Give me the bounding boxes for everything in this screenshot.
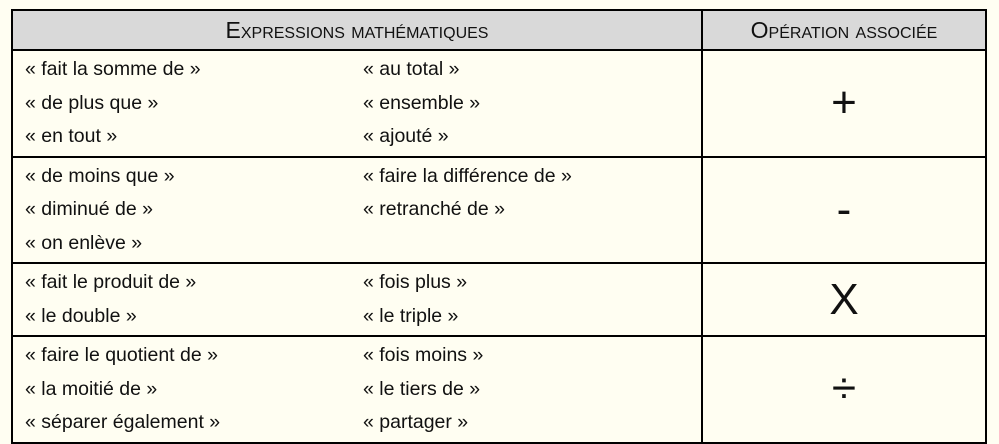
- expressions-column-right: « fois moins » « le tiers de » « partager …: [363, 339, 701, 440]
- expression: « le triple »: [363, 304, 459, 327]
- expressions-list: « de moins que » « diminué de » « on enlèv…: [13, 158, 701, 263]
- expression: « retranché de »: [363, 198, 506, 220]
- expression: « au total »: [363, 58, 460, 80]
- header-row: Expressions mathématiques Opération asso…: [11, 9, 987, 51]
- operations-table: Expressions mathématiques Opération asso…: [11, 9, 987, 444]
- expressions-cell: « fait la somme de » « de plus que » « en …: [11, 49, 703, 158]
- expression: « séparer également »: [25, 411, 221, 433]
- expression: « diminué de »: [25, 198, 153, 220]
- expressions-list: « fait le produit de » « le double » « foi…: [13, 264, 701, 335]
- operation-symbol: X: [701, 262, 987, 337]
- expression: « fois plus »: [363, 271, 468, 293]
- expression: « le tiers de »: [363, 377, 481, 400]
- operation-symbol: ÷: [701, 335, 987, 444]
- expression: « de plus que »: [25, 91, 159, 114]
- header-operation: Opération associée: [701, 9, 987, 51]
- table-row: « fait le produit de » « le double » « foi…: [11, 262, 987, 337]
- expressions-cell: « faire le quotient de » « la moitié de »…: [11, 335, 703, 444]
- expressions-list: « faire le quotient de » « la moitié de »…: [13, 337, 701, 442]
- expressions-column-right: « fois plus » « le triple »: [363, 266, 701, 333]
- expressions-cell: « de moins que » « diminué de » « on enlèv…: [11, 155, 703, 264]
- expression: « fait le produit de »: [25, 271, 197, 293]
- expressions-column-left: « fait le produit de » « le double »: [25, 266, 363, 333]
- table-row: « faire le quotient de » « la moitié de »…: [11, 335, 987, 444]
- expression: « en tout »: [25, 125, 118, 147]
- operation-symbol: +: [701, 49, 987, 158]
- expression: « faire la différence de »: [363, 164, 572, 187]
- expressions-list: « fait la somme de » « de plus que » « en …: [13, 51, 701, 156]
- expression: « on enlève »: [25, 231, 143, 254]
- table-row: « de moins que » « diminué de » « on enlèv…: [11, 155, 987, 264]
- expressions-column-left: « fait la somme de » « de plus que » « en …: [25, 53, 363, 154]
- expression: « ensemble »: [363, 91, 481, 114]
- expression: « partager »: [363, 411, 469, 433]
- table-row: « fait la somme de » « de plus que » « en …: [11, 49, 987, 158]
- expressions-column-left: « faire le quotient de » « la moitié de »…: [25, 339, 363, 440]
- expressions-column-left: « de moins que » « diminué de » « on enlèv…: [25, 160, 363, 261]
- expression: « de moins que »: [25, 164, 175, 187]
- expression: « fait la somme de »: [25, 58, 201, 80]
- expressions-column-right: « faire la différence de » « retranché de…: [363, 160, 701, 261]
- expression: « ajouté »: [363, 125, 449, 147]
- expression: « la moitié de »: [25, 377, 158, 400]
- expressions-cell: « fait le produit de » « le double » « foi…: [11, 262, 703, 337]
- expression: « faire le quotient de »: [25, 344, 218, 366]
- header-expressions: Expressions mathématiques: [11, 9, 703, 51]
- expression: « le double »: [25, 304, 137, 327]
- expression: « fois moins »: [363, 344, 484, 366]
- operation-symbol: -: [701, 155, 987, 264]
- expressions-column-right: « au total » « ensemble » « ajouté »: [363, 53, 701, 154]
